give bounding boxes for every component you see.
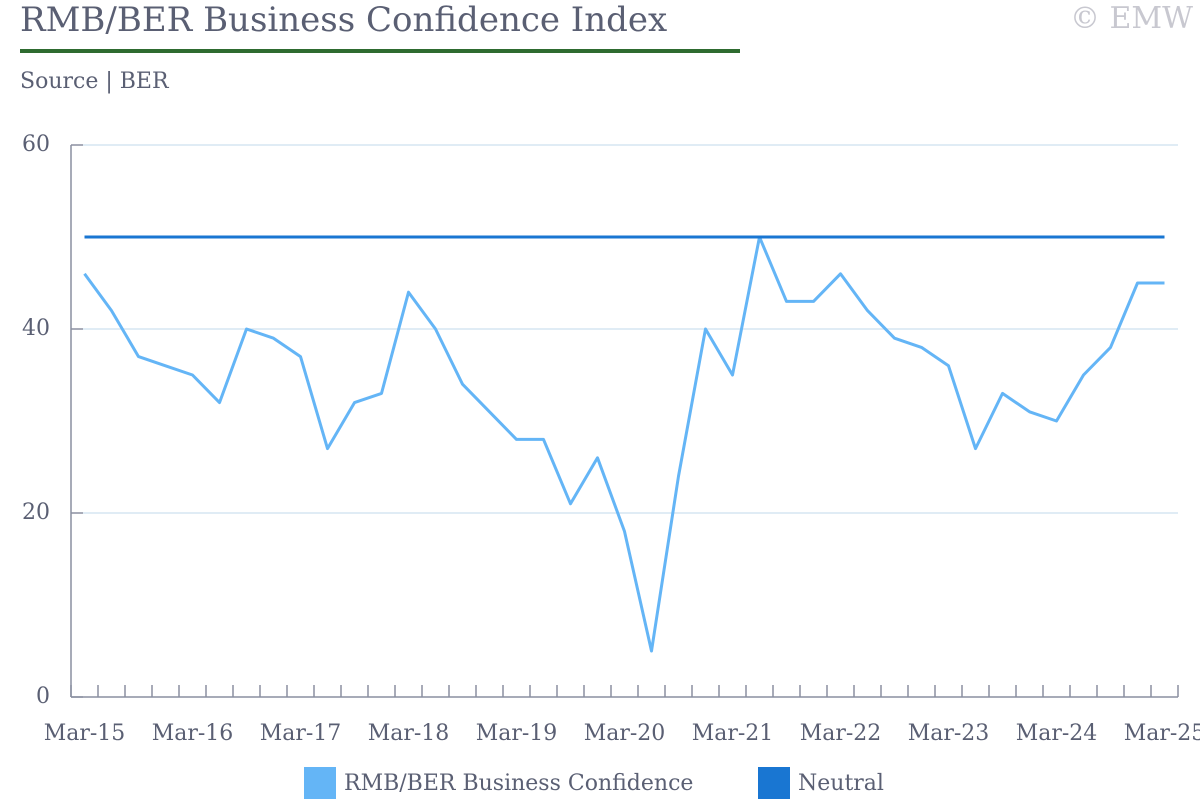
y-tick-label: 60	[22, 132, 50, 157]
x-tick-label: Mar-16	[152, 721, 234, 746]
x-tick-label: Mar-24	[1016, 721, 1098, 746]
x-tick-label: Mar-23	[908, 721, 990, 746]
x-tick-label: Mar-17	[260, 721, 342, 746]
chart-title: RMB/BER Business Confidence Index	[20, 0, 667, 40]
x-tick-label: Mar-19	[476, 721, 558, 746]
x-tick-label: Mar-21	[692, 721, 774, 746]
y-tick-label: 20	[22, 500, 50, 525]
y-tick-label: 40	[22, 316, 50, 341]
legend-swatch	[304, 767, 336, 799]
x-tick-label: Mar-15	[44, 721, 126, 746]
legend-swatch	[758, 767, 790, 799]
x-tick-label: Mar-18	[368, 721, 450, 746]
chart-subtitle: Source | BER	[20, 69, 170, 94]
y-tick-label: 0	[36, 684, 50, 709]
legend-label: Neutral	[798, 771, 884, 796]
x-tick-label: Mar-22	[800, 721, 882, 746]
copyright: © EMW	[1070, 1, 1193, 36]
legend-label: RMB/BER Business Confidence	[344, 771, 693, 796]
data-line	[83, 235, 1165, 653]
x-tick-label: Mar-20	[584, 721, 666, 746]
x-tick-label: Mar-25	[1124, 721, 1200, 746]
title-underline	[20, 49, 740, 53]
